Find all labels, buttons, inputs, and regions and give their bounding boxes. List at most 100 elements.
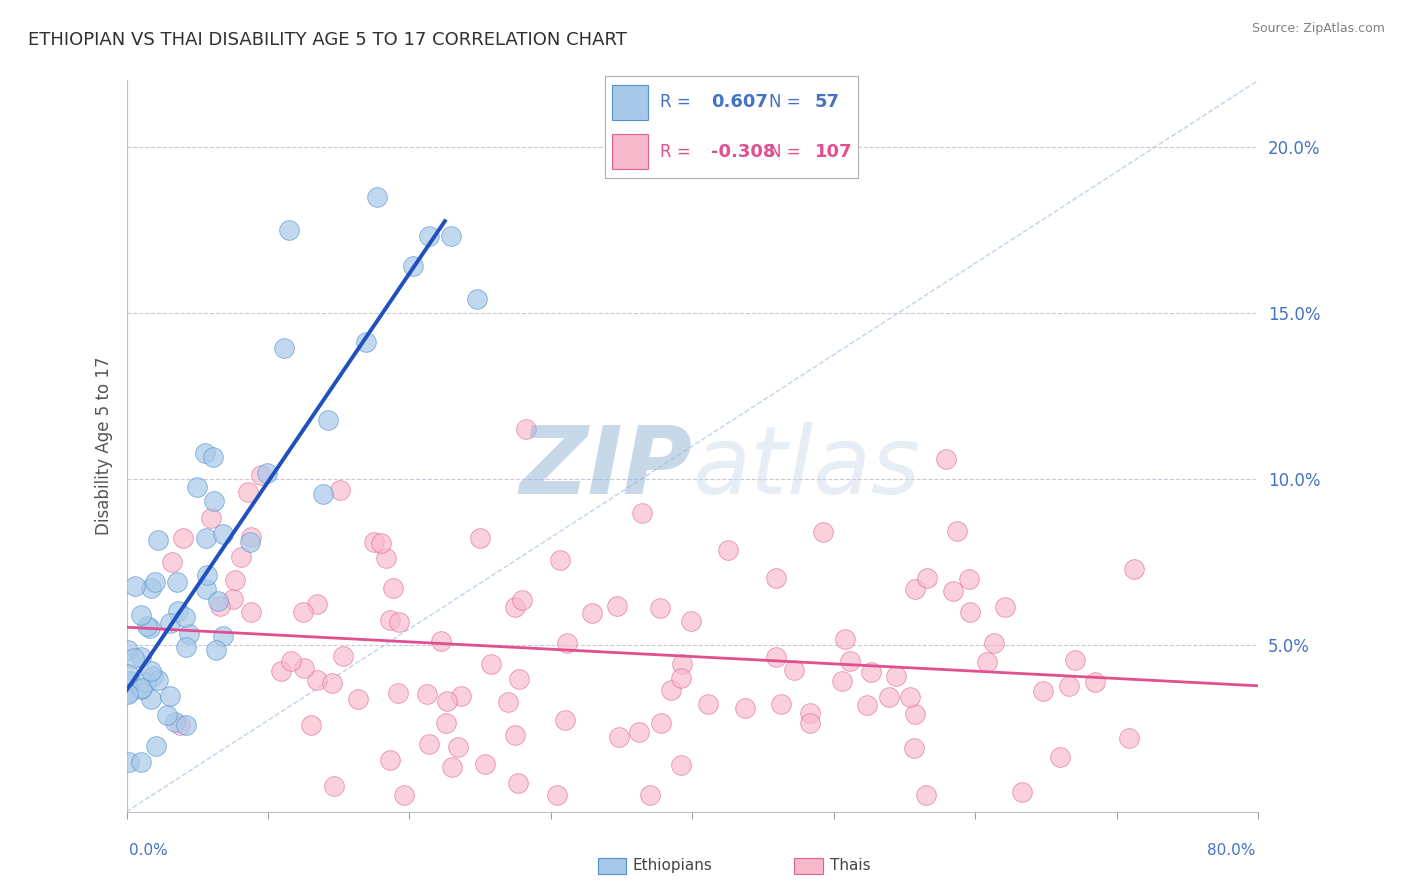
Text: 57: 57 xyxy=(814,94,839,112)
Point xyxy=(366,190,388,204)
Point xyxy=(669,672,692,686)
Point xyxy=(904,582,927,597)
Point xyxy=(430,634,453,648)
Text: R =: R = xyxy=(661,94,690,112)
Point xyxy=(124,651,146,665)
Point xyxy=(292,605,315,619)
Point xyxy=(839,654,862,668)
Point xyxy=(546,788,568,802)
Point xyxy=(946,524,969,538)
Point xyxy=(363,535,385,549)
Point xyxy=(117,686,139,700)
Point xyxy=(240,605,263,619)
Point xyxy=(915,571,938,585)
Point xyxy=(628,724,651,739)
Text: R =: R = xyxy=(661,143,690,161)
Point xyxy=(697,697,720,711)
Point xyxy=(256,466,278,480)
Point xyxy=(607,730,630,744)
Point xyxy=(1063,653,1085,667)
Point xyxy=(145,739,167,754)
Point xyxy=(307,673,329,687)
Point xyxy=(277,223,299,237)
Point xyxy=(200,510,222,524)
Point xyxy=(508,776,530,790)
Point xyxy=(554,713,576,727)
Text: 80.0%: 80.0% xyxy=(1208,843,1256,858)
Point xyxy=(301,717,323,731)
Point xyxy=(416,687,439,701)
Text: -0.308: -0.308 xyxy=(711,143,775,161)
Point xyxy=(354,334,377,349)
Text: ZIP: ZIP xyxy=(520,422,693,514)
Text: Source: ZipAtlas.com: Source: ZipAtlas.com xyxy=(1251,22,1385,36)
Point xyxy=(117,643,139,657)
Point xyxy=(312,487,335,501)
Point xyxy=(436,694,458,708)
Point xyxy=(174,610,197,624)
Point xyxy=(508,672,530,686)
Point xyxy=(148,673,170,688)
Point xyxy=(224,573,246,587)
Point xyxy=(496,695,519,709)
Point xyxy=(915,788,938,802)
Point xyxy=(186,479,208,493)
Point xyxy=(381,581,404,595)
Point xyxy=(468,531,491,545)
Point xyxy=(855,698,877,713)
Point xyxy=(204,493,226,508)
Point xyxy=(378,753,401,767)
Point xyxy=(156,708,179,723)
Point xyxy=(877,690,900,705)
Point xyxy=(207,594,229,608)
Point xyxy=(146,533,169,547)
Point xyxy=(222,592,245,607)
Point xyxy=(159,616,181,631)
Point xyxy=(503,728,526,742)
Point xyxy=(250,468,273,483)
Point xyxy=(159,689,181,703)
Point xyxy=(375,551,398,566)
Point xyxy=(434,715,457,730)
Point xyxy=(174,640,197,654)
Point xyxy=(166,574,188,589)
Point xyxy=(474,756,496,771)
Point xyxy=(650,716,672,731)
Point xyxy=(942,583,965,598)
Point xyxy=(1059,679,1081,693)
Point xyxy=(401,259,423,273)
Point xyxy=(1118,731,1140,745)
Point xyxy=(212,629,235,643)
Point xyxy=(172,531,194,545)
Point xyxy=(139,581,162,595)
Point xyxy=(388,615,411,630)
Point xyxy=(976,655,998,669)
Point xyxy=(440,229,463,244)
Text: 0.607: 0.607 xyxy=(711,94,768,112)
Point xyxy=(378,613,401,627)
Point xyxy=(994,599,1017,614)
Point xyxy=(479,657,502,671)
Point xyxy=(450,689,472,703)
Point xyxy=(139,664,162,678)
Point xyxy=(179,627,201,641)
Point xyxy=(669,758,692,772)
Point xyxy=(799,706,821,720)
Point xyxy=(292,661,315,675)
Point xyxy=(799,716,821,731)
Point xyxy=(717,543,740,558)
Point xyxy=(129,607,152,622)
Point xyxy=(332,648,354,663)
Point xyxy=(322,779,344,793)
Point xyxy=(124,579,146,593)
Point xyxy=(280,654,302,668)
Point xyxy=(550,552,572,566)
Point xyxy=(935,451,957,466)
Text: 107: 107 xyxy=(814,143,852,161)
Point xyxy=(606,599,628,614)
Point xyxy=(160,555,183,569)
Point xyxy=(316,413,339,427)
Point xyxy=(135,674,157,689)
Point xyxy=(1123,562,1146,576)
Point xyxy=(143,574,166,589)
